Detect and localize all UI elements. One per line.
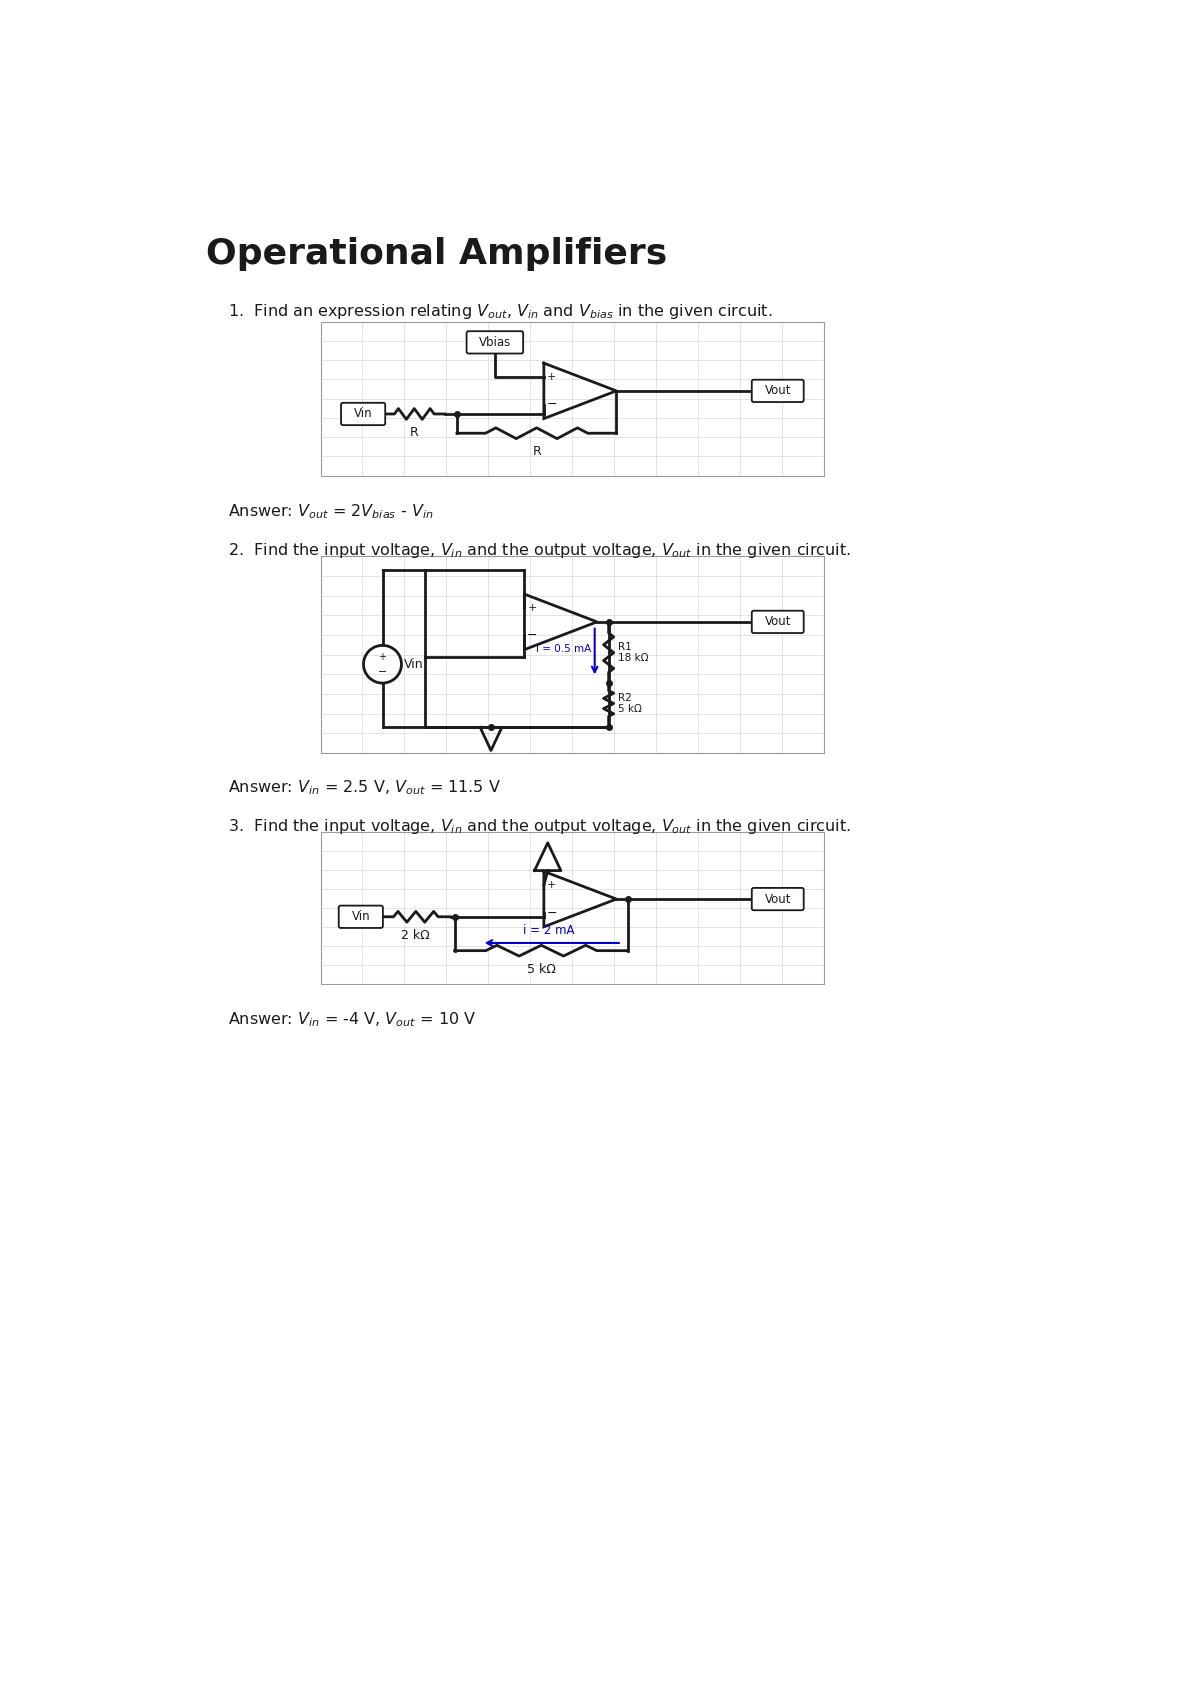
Text: Vin: Vin — [354, 408, 372, 421]
Bar — [320, 557, 824, 752]
Text: −: − — [546, 399, 557, 411]
Bar — [320, 832, 824, 983]
Text: −: − — [378, 667, 388, 678]
Text: Operational Amplifiers: Operational Amplifiers — [206, 236, 667, 272]
Text: i = 0.5 mA: i = 0.5 mA — [535, 644, 590, 654]
Text: R2
5 kΩ: R2 5 kΩ — [618, 693, 642, 715]
FancyBboxPatch shape — [751, 380, 804, 402]
Text: Vin: Vin — [404, 657, 424, 671]
Text: +: + — [547, 372, 557, 382]
Text: R: R — [410, 426, 419, 438]
Text: +: + — [547, 880, 557, 890]
Text: R1
18 kΩ: R1 18 kΩ — [618, 642, 648, 664]
Text: Answer: $V_{in}$ = -4 V, $V_{out}$ = 10 V: Answer: $V_{in}$ = -4 V, $V_{out}$ = 10 … — [228, 1010, 476, 1029]
Text: −: − — [546, 907, 557, 919]
Text: Vbias: Vbias — [479, 336, 511, 348]
FancyBboxPatch shape — [751, 888, 804, 910]
Text: +: + — [528, 603, 536, 613]
FancyBboxPatch shape — [338, 905, 383, 927]
Text: 2.  Find the input voltage, $V_{in}$ and the output voltage, $V_{out}$ in the gi: 2. Find the input voltage, $V_{in}$ and … — [228, 542, 851, 560]
Text: Vout: Vout — [764, 893, 791, 905]
Bar — [320, 321, 824, 475]
Text: +: + — [378, 652, 386, 662]
FancyBboxPatch shape — [751, 611, 804, 633]
FancyBboxPatch shape — [467, 331, 523, 353]
Text: i = 2 mA: i = 2 mA — [523, 924, 575, 937]
Text: 1.  Find an expression relating $V_{out}$, $V_{in}$ and $V_{bias}$ in the given : 1. Find an expression relating $V_{out}$… — [228, 302, 772, 321]
Text: Vout: Vout — [764, 615, 791, 628]
Text: R: R — [533, 445, 541, 458]
Text: Vout: Vout — [764, 384, 791, 397]
Text: −: − — [527, 630, 538, 642]
Text: Answer: $V_{in}$ = 2.5 V, $V_{out}$ = 11.5 V: Answer: $V_{in}$ = 2.5 V, $V_{out}$ = 11… — [228, 778, 500, 796]
Text: Vin: Vin — [352, 910, 370, 924]
Text: 3.  Find the input voltage, $V_{in}$ and the output voltage, $V_{out}$ in the gi: 3. Find the input voltage, $V_{in}$ and … — [228, 817, 851, 835]
Text: 5 kΩ: 5 kΩ — [527, 963, 556, 976]
FancyBboxPatch shape — [341, 402, 385, 424]
Text: 2 kΩ: 2 kΩ — [402, 929, 431, 942]
Text: Answer: $V_{out}$ = 2$V_{bias}$ - $V_{in}$: Answer: $V_{out}$ = 2$V_{bias}$ - $V_{in… — [228, 503, 433, 521]
